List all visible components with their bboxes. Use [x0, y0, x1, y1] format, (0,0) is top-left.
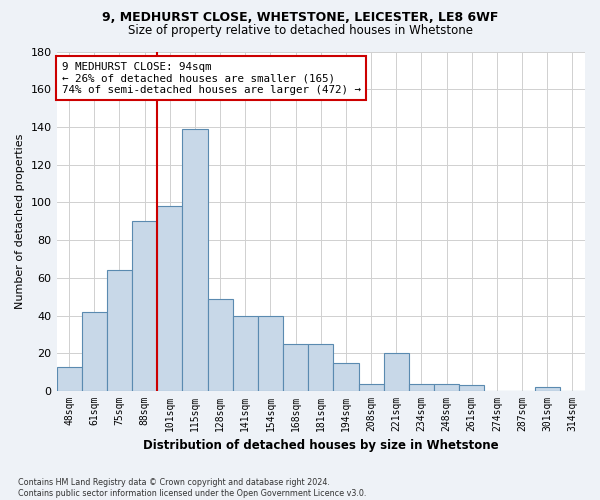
Bar: [132, 222, 157, 391]
Text: 9 MEDHURST CLOSE: 94sqm
← 26% of detached houses are smaller (165)
74% of semi-d: 9 MEDHURST CLOSE: 94sqm ← 26% of detache…: [62, 62, 361, 95]
Bar: [383, 354, 409, 391]
Bar: [308, 344, 334, 391]
X-axis label: Distribution of detached houses by size in Whetstone: Distribution of detached houses by size …: [143, 440, 499, 452]
Bar: [359, 384, 383, 391]
Bar: [107, 270, 132, 391]
Bar: [182, 129, 208, 391]
Text: Size of property relative to detached houses in Whetstone: Size of property relative to detached ho…: [128, 24, 473, 37]
Bar: [334, 363, 359, 391]
Bar: [233, 316, 258, 391]
Bar: [56, 366, 82, 391]
Y-axis label: Number of detached properties: Number of detached properties: [15, 134, 25, 309]
Bar: [535, 388, 560, 391]
Bar: [82, 312, 107, 391]
Bar: [409, 384, 434, 391]
Text: Contains HM Land Registry data © Crown copyright and database right 2024.
Contai: Contains HM Land Registry data © Crown c…: [18, 478, 367, 498]
Text: 9, MEDHURST CLOSE, WHETSTONE, LEICESTER, LE8 6WF: 9, MEDHURST CLOSE, WHETSTONE, LEICESTER,…: [102, 11, 498, 24]
Bar: [434, 384, 459, 391]
Bar: [283, 344, 308, 391]
Bar: [157, 206, 182, 391]
Bar: [258, 316, 283, 391]
Bar: [459, 386, 484, 391]
Bar: [208, 298, 233, 391]
